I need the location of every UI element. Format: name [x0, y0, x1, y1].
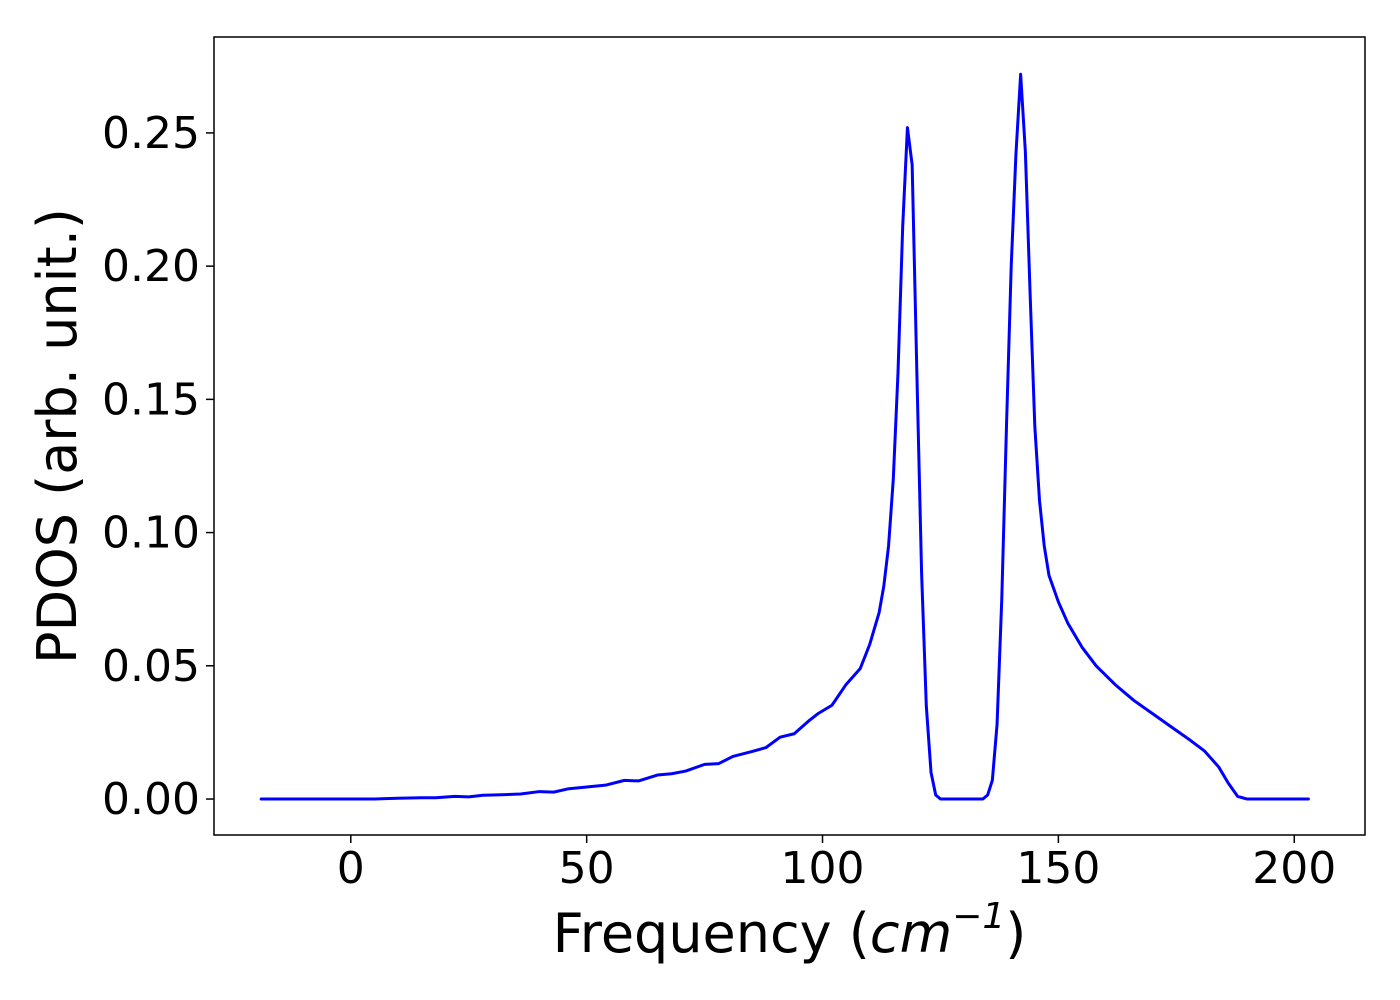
x-axis-label-suffix: )	[1005, 902, 1026, 965]
x-axis-label: Frequency (cm−1)	[553, 896, 1027, 965]
x-axis-ticks: 0 50 100 150 200	[337, 835, 1336, 894]
x-tick-label: 100	[781, 843, 865, 894]
y-tick-label: 0.25	[102, 108, 200, 159]
y-tick-label: 0.05	[102, 641, 200, 692]
x-axis-label-unit: cm	[870, 902, 952, 965]
x-tick-label: 0	[337, 843, 365, 894]
y-tick-label: 0.20	[102, 241, 200, 292]
y-tick-label: 0.10	[102, 508, 200, 559]
x-tick-label: 50	[559, 843, 615, 894]
y-tick-label: 0.00	[102, 774, 200, 825]
y-tick-label: 0.15	[102, 374, 200, 425]
y-axis-label: PDOS (arb. unit.)	[26, 208, 89, 664]
x-tick-label: 150	[1016, 843, 1100, 894]
x-axis-label-prefix: Frequency (	[553, 902, 870, 965]
y-axis-ticks: 0.00 0.05 0.10 0.15 0.20 0.25	[102, 108, 214, 825]
plot-area	[259, 72, 1310, 801]
series-line-1	[259, 72, 1310, 801]
plot-frame	[213, 36, 1366, 836]
x-axis-label-exponent: −1	[952, 896, 1005, 937]
x-tick-label: 200	[1252, 843, 1336, 894]
